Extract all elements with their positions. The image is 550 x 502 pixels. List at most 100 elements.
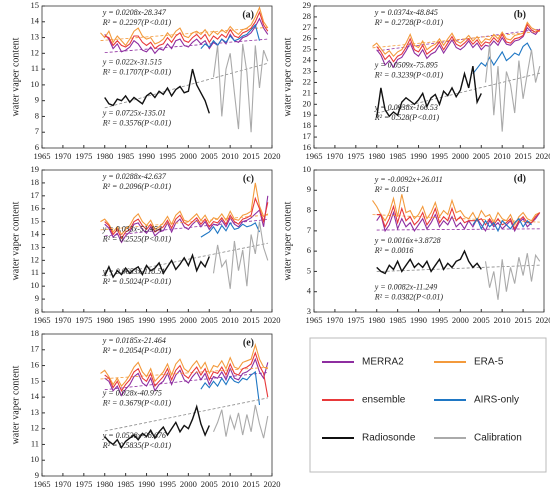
- y-axis-label: water vaper content: [282, 37, 293, 116]
- x-tick-label: 1980: [368, 315, 385, 325]
- equation-text: y = 0.0374x-48.845: [374, 8, 438, 17]
- x-tick-label: 1980: [96, 315, 113, 325]
- x-tick-label: 2015: [515, 151, 532, 161]
- x-tick-label: 2005: [201, 315, 218, 325]
- trend-line: [372, 214, 540, 223]
- series-line: [372, 194, 541, 227]
- x-tick-label: 2015: [515, 315, 532, 325]
- trend-line: [376, 228, 540, 231]
- series-line: [200, 370, 261, 406]
- x-tick-label: 2005: [473, 315, 490, 325]
- y-tick-label: 22: [303, 76, 312, 86]
- trend-line: [104, 62, 268, 109]
- y-tick-label: 8: [35, 306, 39, 316]
- y-tick-label: 19: [31, 164, 40, 174]
- x-tick-label: 1985: [117, 315, 134, 325]
- x-tick-label: 1965: [34, 479, 51, 489]
- legend-label: ERA-5: [474, 357, 504, 368]
- y-tick-label: 10: [31, 280, 40, 290]
- y-tick-label: 28: [303, 11, 312, 21]
- equation-text: y = 0.0208x-28.347: [102, 8, 167, 17]
- y-axis-label: water vaper content: [10, 201, 21, 280]
- trend-line: [372, 31, 540, 49]
- x-tick-label: 2020: [536, 151, 550, 161]
- x-tick-label: 1970: [54, 151, 71, 161]
- y-tick-label: 17: [31, 344, 40, 354]
- equation-text: y = 0.022x-31.515: [102, 58, 162, 67]
- equation-text: y = 0.0538x-98.676: [102, 431, 166, 440]
- series-line: [372, 21, 540, 58]
- trend-line: [376, 28, 540, 52]
- x-tick-label: 2000: [180, 151, 197, 161]
- plot-frame: [41, 169, 273, 313]
- y-tick-label: 20: [303, 98, 312, 108]
- equation-text: R² = 0.2728(P<0.01): [374, 18, 444, 27]
- series-line: [100, 343, 268, 388]
- trend-line: [104, 397, 268, 432]
- y-tick-label: 16: [303, 142, 312, 152]
- y-tick-label: 7: [35, 126, 39, 136]
- series-line: [104, 68, 210, 114]
- series-line: [212, 43, 269, 133]
- x-tick-label: 1975: [75, 151, 92, 161]
- series-line: [212, 221, 269, 289]
- equation-text: y = 0.028x-40.975: [102, 388, 162, 397]
- y-tick-label: 18: [31, 177, 40, 187]
- x-tick-label: 1965: [34, 151, 51, 161]
- y-tick-label: 25: [303, 44, 312, 54]
- y-tick-label: 5: [307, 265, 311, 275]
- series-line: [484, 44, 541, 132]
- y-tick-label: 18: [303, 120, 312, 130]
- panel-label: (b): [514, 9, 526, 20]
- panel-label: (e): [243, 337, 254, 348]
- series-line: [472, 42, 532, 75]
- x-tick-label: 1965: [306, 151, 323, 161]
- y-tick-label: 9: [35, 293, 39, 303]
- x-tick-label: 1990: [138, 479, 155, 489]
- x-tick-label: 2005: [473, 151, 490, 161]
- series-line: [104, 357, 269, 397]
- y-tick-label: 13: [31, 32, 40, 42]
- x-tick-label: 1990: [410, 151, 427, 161]
- series-line: [376, 65, 482, 118]
- x-tick-label: 1970: [54, 479, 71, 489]
- x-tick-label: 2005: [201, 151, 218, 161]
- series-line: [212, 404, 269, 439]
- equation-text: R² = 0.2054(P<0.01): [102, 346, 172, 355]
- series-line: [200, 221, 260, 238]
- trend-line: [376, 72, 540, 114]
- y-tick-label: 12: [31, 423, 40, 433]
- x-tick-label: 1970: [54, 315, 71, 325]
- equation-text: y = 0.0016x+3.8728: [374, 236, 441, 245]
- y-tick-label: 24: [303, 55, 312, 65]
- y-tick-label: 7: [307, 225, 311, 235]
- y-axis-label: water vaper content: [10, 37, 21, 116]
- x-tick-label: 1970: [326, 151, 343, 161]
- x-tick-label: 2010: [494, 151, 511, 161]
- x-tick-label: 1985: [389, 315, 406, 325]
- panel-label: (a): [242, 9, 254, 20]
- x-tick-label: 2015: [243, 151, 260, 161]
- y-tick-label: 14: [31, 228, 40, 238]
- x-tick-label: 2005: [201, 479, 218, 489]
- x-tick-label: 1985: [117, 479, 134, 489]
- series-line: [376, 26, 541, 69]
- x-tick-label: 2020: [536, 315, 550, 325]
- x-tick-label: 1980: [96, 479, 113, 489]
- y-tick-label: 6: [307, 245, 311, 255]
- y-tick-label: 12: [31, 254, 40, 264]
- equation-text: y = 0.0288x-42.637: [102, 172, 167, 181]
- x-tick-label: 1975: [347, 315, 364, 325]
- equation-text: R² = 0.051: [374, 185, 410, 194]
- equation-text: R² = 0.528(P<0.01): [374, 113, 440, 122]
- equation-text: y = 0.0725x-135.01: [102, 109, 166, 118]
- y-tick-label: 10: [31, 454, 40, 464]
- series-line: [472, 217, 532, 233]
- series-line: [104, 404, 210, 449]
- series-line: [104, 17, 269, 55]
- series-line: [376, 23, 541, 63]
- y-tick-label: 12: [31, 47, 40, 57]
- y-tick-label: 16: [31, 203, 40, 213]
- equation-text: R² = 0.0382(P<0.01): [374, 293, 444, 302]
- y-tick-label: 15: [31, 216, 40, 226]
